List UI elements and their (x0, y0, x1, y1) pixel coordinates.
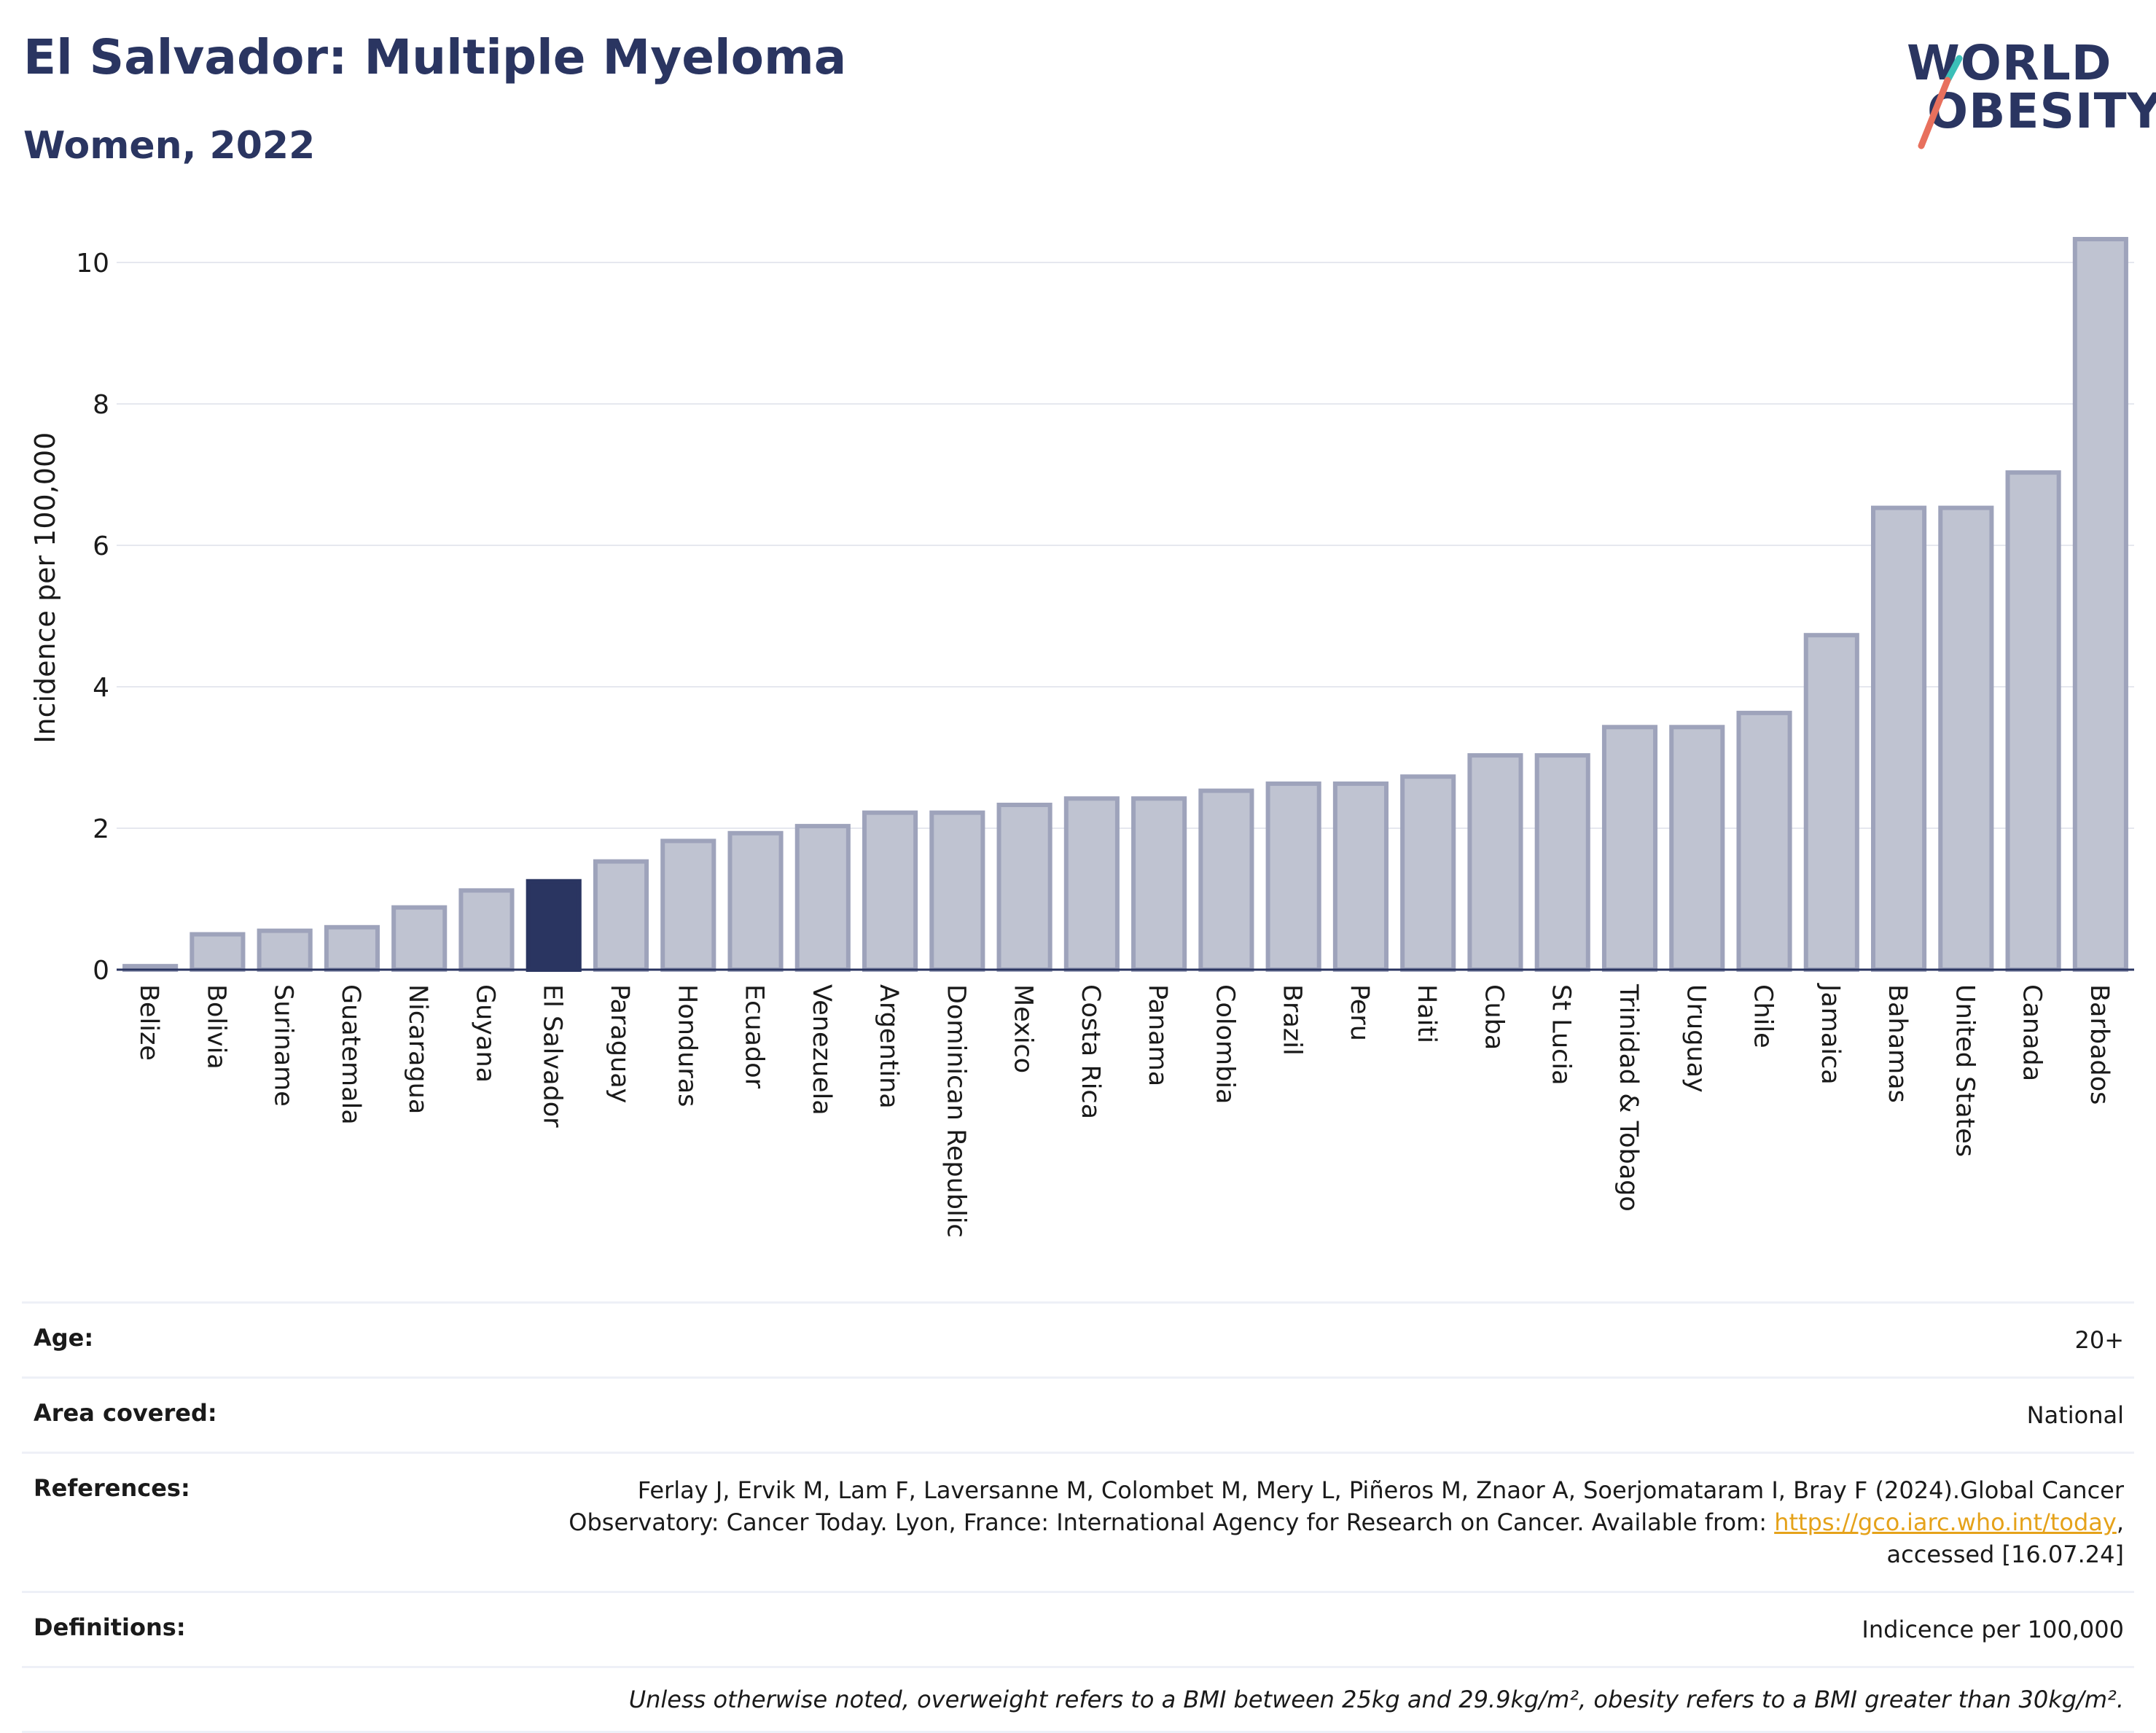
x-tick-label: Argentina (874, 984, 903, 1109)
meta-row-note: Unless otherwise noted, overweight refer… (22, 1666, 2134, 1733)
x-tick-label: Bahamas (1883, 984, 1912, 1103)
age-value: 20+ (2074, 1326, 2124, 1354)
bar[interactable] (2005, 470, 2061, 972)
x-tick-label: Bolivia (201, 984, 230, 1070)
bar[interactable] (1736, 710, 1792, 972)
bar[interactable] (324, 924, 380, 972)
x-tick-label: Venezuela (807, 984, 836, 1115)
chart-subtitle: Women, 2022 (23, 124, 316, 168)
bar[interactable] (190, 932, 246, 972)
bar[interactable] (2072, 236, 2128, 973)
x-tick-label: Belize (134, 984, 163, 1061)
y-tick-label: 2 (93, 814, 109, 844)
meta-row-definitions: Definitions: Indicence per 100,000 (22, 1591, 2134, 1666)
x-tick-label: Paraguay (605, 984, 634, 1103)
bar[interactable] (257, 928, 313, 973)
x-tick-label: Guyana (470, 984, 499, 1083)
bar[interactable] (794, 824, 851, 973)
references-label: References: (34, 1474, 190, 1502)
world-obesity-logo[interactable]: WORLD OBESITY (1895, 29, 2156, 153)
x-tick-label: Suriname (269, 984, 298, 1107)
x-tick-label: Uruguay (1681, 984, 1710, 1093)
bar[interactable] (1063, 796, 1120, 973)
bar[interactable] (929, 810, 985, 972)
bar[interactable] (1400, 774, 1456, 972)
logo-slash-icon (1918, 55, 1963, 149)
age-label: Age: (34, 1324, 94, 1352)
bar[interactable] (458, 888, 515, 972)
x-tick-label: Panama (1143, 984, 1172, 1086)
x-tick-label: Barbados (2085, 984, 2114, 1105)
bar[interactable] (862, 810, 918, 972)
x-tick-label: Nicaragua (403, 984, 432, 1114)
bar[interactable] (391, 905, 448, 973)
x-tick-label: Trinidad & Tobago (1614, 984, 1643, 1212)
bar[interactable] (1467, 753, 1523, 973)
x-tick-label: Peru (1345, 984, 1374, 1041)
x-tick-label: Mexico (1009, 984, 1038, 1073)
y-tick-label: 10 (76, 249, 109, 279)
area-label: Area covered: (34, 1399, 217, 1427)
x-tick-label: St Lucia (1547, 984, 1576, 1086)
x-tick-label: Honduras (672, 984, 701, 1107)
bar[interactable] (660, 838, 716, 973)
bar[interactable] (996, 802, 1052, 972)
meta-row-area: Area covered: National (22, 1376, 2134, 1452)
x-tick-label: Jamaica (1816, 983, 1845, 1085)
x-tick-label: Brazil (1278, 984, 1307, 1056)
bar[interactable] (1332, 781, 1388, 973)
y-tick-label: 4 (93, 673, 109, 703)
references-line2: Observatory: Cancer Today. Lyon, France:… (569, 1508, 1775, 1536)
bar-highlighted[interactable] (526, 879, 582, 972)
bar[interactable] (1198, 788, 1254, 973)
x-tick-label: Ecuador (740, 984, 769, 1089)
bar[interactable] (1265, 781, 1321, 973)
x-tick-label: Guatemala (336, 984, 365, 1125)
bar[interactable] (1803, 633, 1859, 972)
bar[interactable] (1871, 505, 1927, 972)
bar[interactable] (1669, 725, 1725, 972)
x-tick-label: Costa Rica (1076, 984, 1105, 1119)
y-axis-label: Incidence per 100,000 (29, 432, 61, 744)
x-tick-label: Cuba (1479, 984, 1508, 1050)
x-tick-label: Dominican Republic (941, 984, 970, 1238)
chart-title: El Salvador: Multiple Myeloma (23, 29, 847, 85)
definitions-value: Indicence per 100,000 (1862, 1616, 2124, 1643)
metadata-table: Age: 20+ Area covered: National Referenc… (22, 1301, 2134, 1733)
y-tick-label: 0 (93, 956, 109, 986)
definitions-label: Definitions: (34, 1613, 186, 1641)
references-value: Ferlay J, Ervik M, Lam F, Laversanne M, … (569, 1474, 2124, 1570)
x-tick-label: Chile (1749, 984, 1778, 1048)
bar[interactable] (593, 859, 649, 973)
area-value: National (2026, 1401, 2124, 1429)
axes: 0 2 4 6 8 10 Belize Bolivia Suriname Guatemala Nic… (76, 249, 2134, 1238)
meta-row-age: Age: 20+ (22, 1301, 2134, 1376)
references-line2-end: , (2116, 1508, 2124, 1536)
bar[interactable] (727, 830, 784, 972)
x-tick-label: United States (1950, 984, 1979, 1157)
meta-row-references: References: Ferlay J, Ervik M, Lam F, La… (22, 1452, 2134, 1591)
y-tick-label: 6 (93, 531, 109, 561)
grid-lines (117, 262, 2134, 829)
bar-chart: 0 2 4 6 8 10 Belize Bolivia Suriname Guatemala Nic… (29, 236, 2134, 1238)
y-tick-label: 8 (93, 390, 109, 420)
x-tick-label: Colombia (1210, 984, 1239, 1104)
bars (122, 236, 2128, 973)
x-tick-label: Haiti (1412, 984, 1441, 1043)
x-tick-label: Canada (2018, 984, 2047, 1081)
bar[interactable] (1131, 796, 1187, 973)
logo-text-obesity: OBESITY (1927, 83, 2156, 139)
logo-text-world: WORLD (1907, 35, 2112, 91)
bar[interactable] (1534, 753, 1590, 973)
bar[interactable] (1938, 505, 1994, 972)
bmi-note: Unless otherwise noted, overweight refer… (628, 1686, 2124, 1713)
references-line3: accessed [16.07.24] (1886, 1541, 2124, 1568)
references-link[interactable]: https://gco.iarc.who.int/today (1774, 1508, 2117, 1536)
references-line1: Ferlay J, Ervik M, Lam F, Laversanne M, … (637, 1476, 2124, 1504)
x-tick-label: El Salvador (538, 984, 567, 1128)
bar[interactable] (1601, 725, 1658, 972)
